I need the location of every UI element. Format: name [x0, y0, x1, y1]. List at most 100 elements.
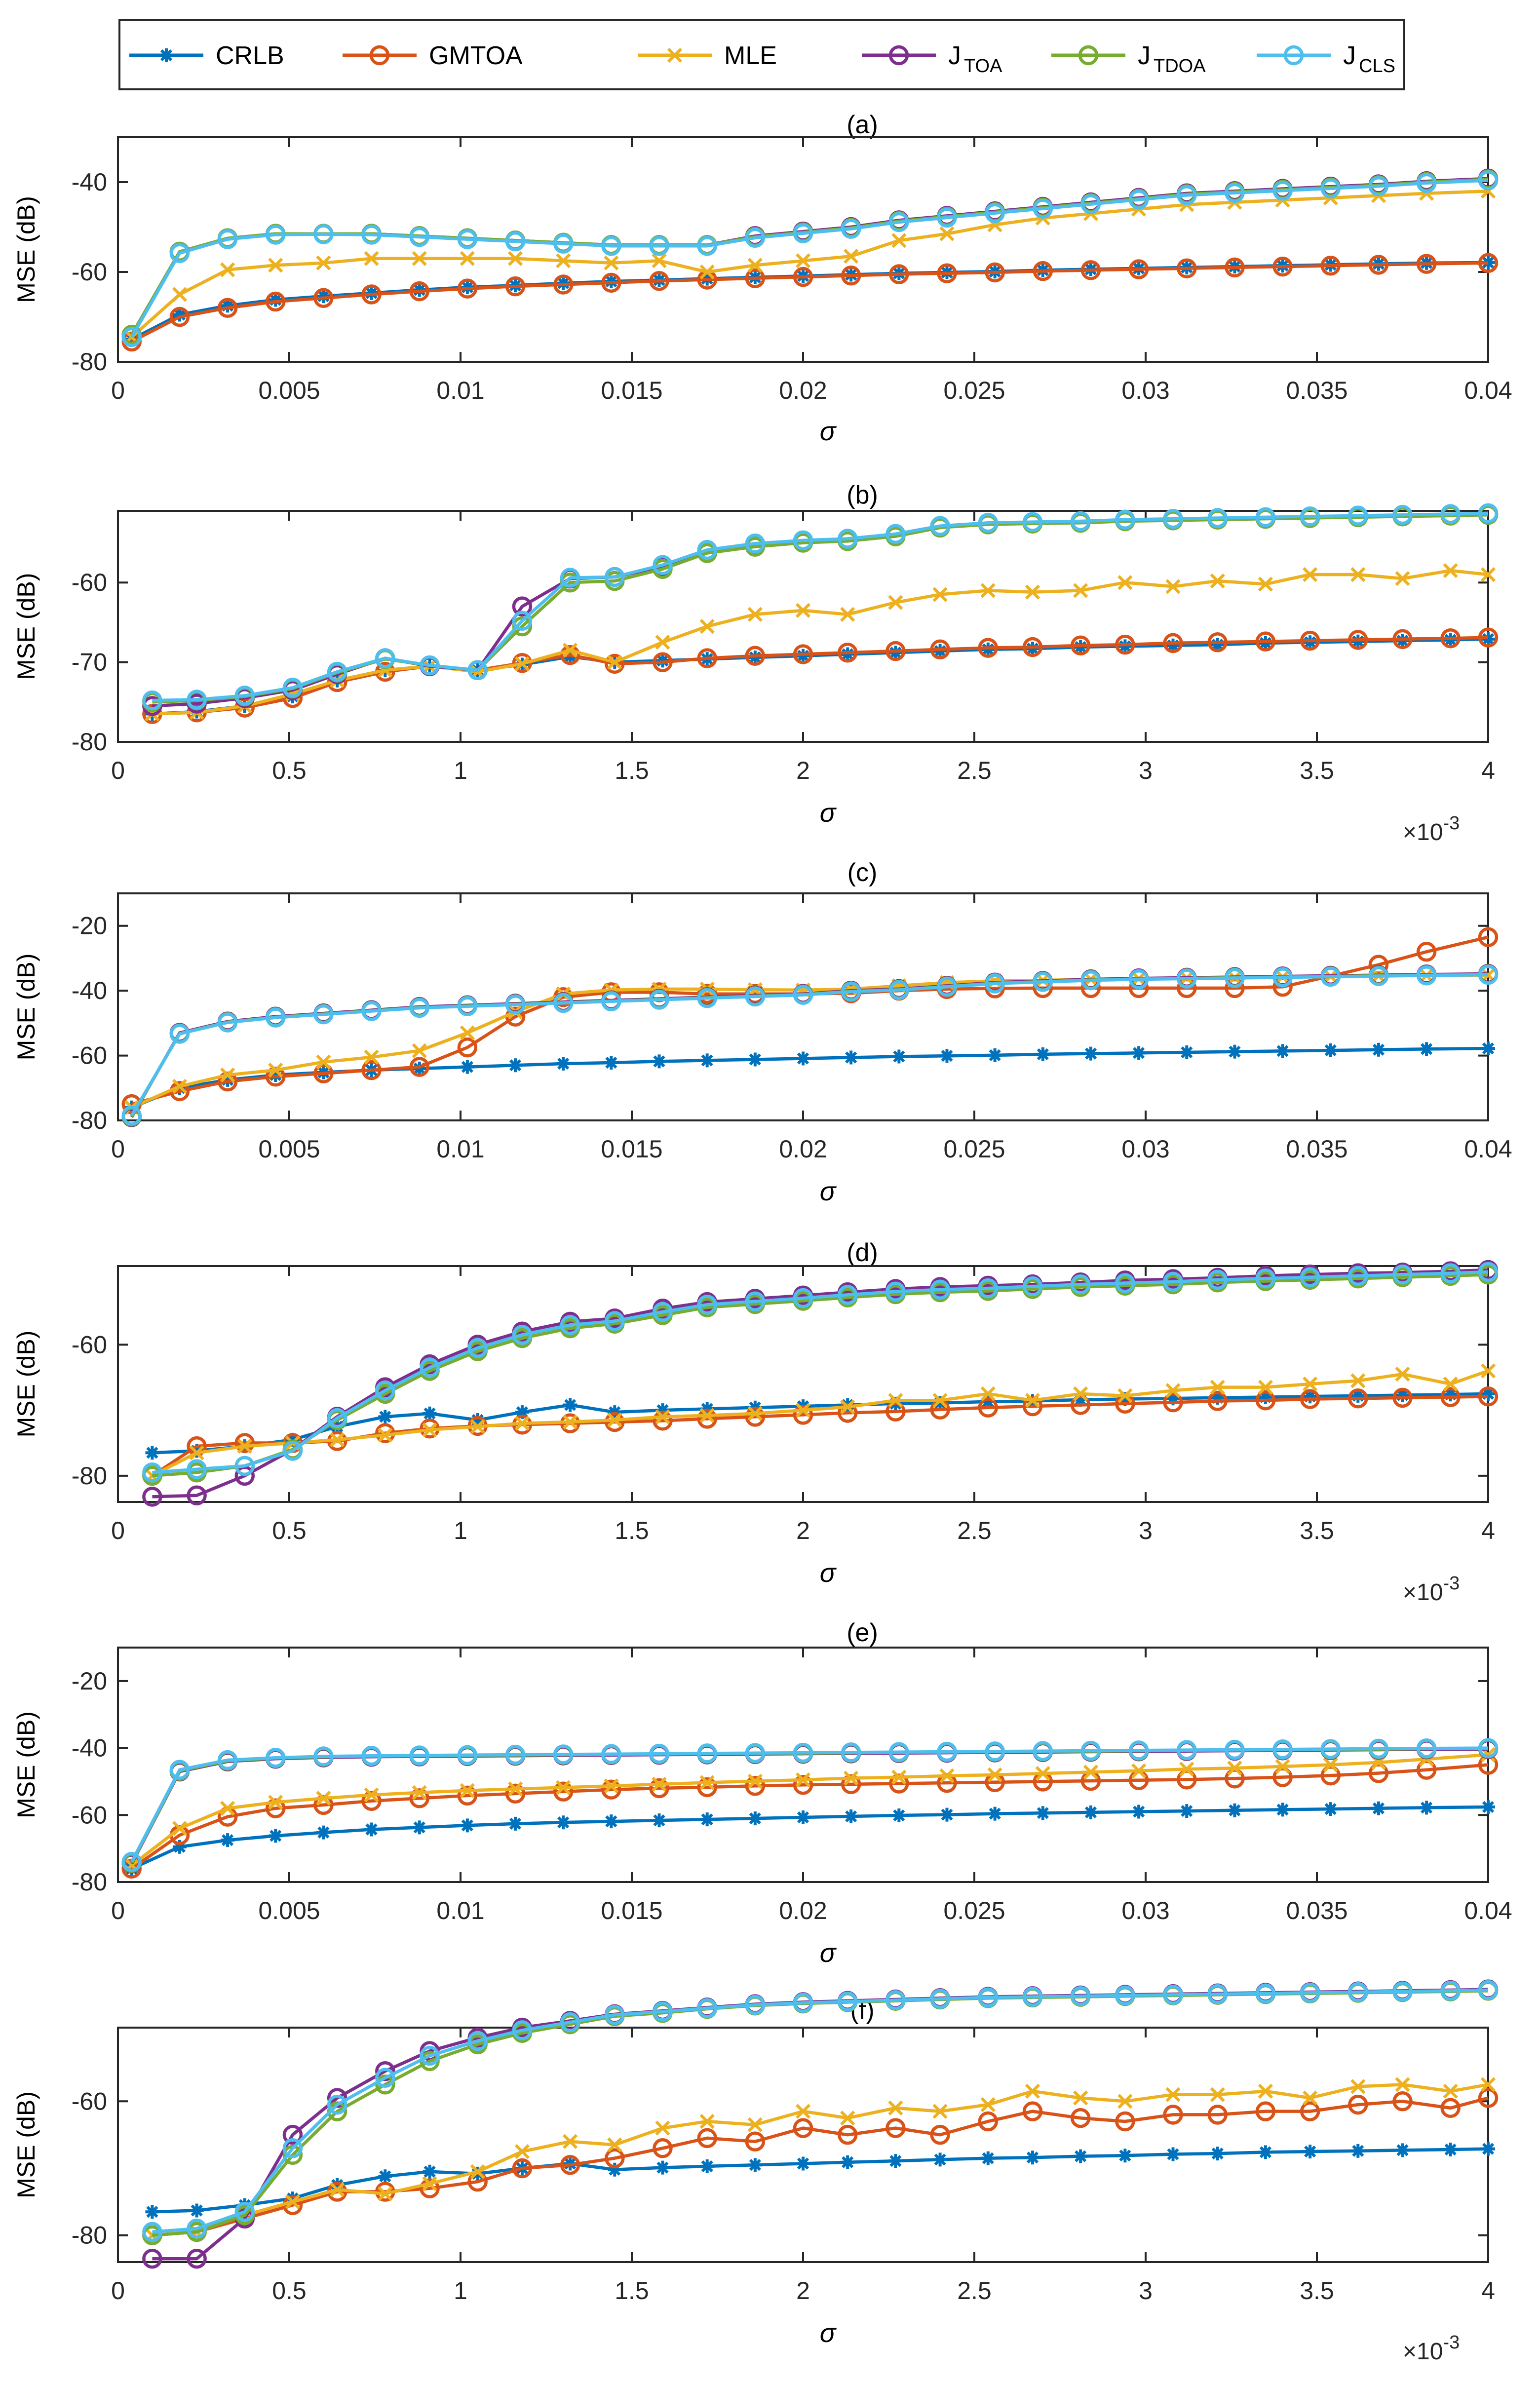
panel-c-x-tick-label: 0.025 — [943, 1135, 1005, 1163]
panel-c-point-crlb — [1083, 1046, 1098, 1061]
panel-c: (c) 0 0.005 0.01 0.015 0.02 0.025 0.03 0.035 0.04… — [12, 858, 1512, 1206]
panel-f-point-jcls — [1163, 1985, 1183, 2005]
panel-f-y-label: MSE (dB) — [12, 2091, 40, 2198]
panel-f-point-crlb — [423, 2164, 437, 2179]
panel-d-title: (d) — [847, 1238, 878, 1267]
panel-d-point-crlb — [145, 1446, 159, 1460]
panel-e-point-crlb — [1036, 1806, 1050, 1820]
panel-e-x-tick-label: 0.025 — [943, 1897, 1005, 1924]
panel-b-point-jcls — [1022, 512, 1043, 532]
panel-b-point-gmtoa — [1348, 630, 1368, 650]
panel-d-y-label: MSE (dB) — [12, 1331, 40, 1438]
panel-d-point-jcls — [327, 1408, 347, 1428]
panel-b-point-jcls — [420, 655, 440, 676]
panel-c-point-jcls — [937, 977, 957, 997]
panel-d-point-jcls — [1255, 1268, 1276, 1289]
panel-b-point-jcls — [886, 524, 906, 544]
panel-a-point-crlb — [269, 293, 283, 307]
panel-e-point-jcls — [409, 1745, 429, 1766]
legend-entry-jtdoa: J TDOA — [1051, 41, 1206, 77]
panel-b-point-jtdoa — [512, 616, 533, 637]
panel-a-point-jcls — [1177, 185, 1197, 205]
panel-c-title: (c) — [847, 858, 878, 887]
panel-a-point-mle — [507, 251, 523, 266]
panel-e-point-jcls — [745, 1743, 766, 1763]
panel-a-x-tick-label: 0.03 — [1121, 377, 1169, 404]
panel-d-y-ticks: -80 -60 — [72, 1331, 1488, 1490]
panel-e-point-gmtoa — [409, 1788, 429, 1808]
panel-f-series-crlb — [145, 2142, 1495, 2219]
panel-f-point-crlb — [1351, 2144, 1365, 2158]
panel-d-point-mle — [607, 1412, 622, 1428]
panel-e-point-jcls — [937, 1741, 957, 1762]
panel-e-point-gmtoa — [1416, 1760, 1437, 1780]
panel-d-point-gmtoa — [605, 1412, 625, 1432]
panel-a-point-mle — [268, 258, 283, 273]
panel-c-y-tick-label: -40 — [72, 977, 107, 1004]
panel-d-x-tick-label: 1 — [454, 1517, 467, 1544]
legend-marker-jcls — [1283, 45, 1304, 66]
panel-b-point-crlb — [1351, 634, 1365, 649]
panel-f-point-jtoa — [142, 2248, 162, 2269]
panel-b-y-label: MSE (dB) — [12, 573, 40, 680]
panel-d-point-gmtoa — [1440, 1387, 1461, 1407]
panel-d-point-gmtoa — [1255, 1390, 1276, 1411]
panel-d-point-mle — [189, 1445, 204, 1460]
panel-e-point-gmtoa — [265, 1798, 286, 1818]
panel-f-y-ticks: -80 -60 — [72, 2087, 1488, 2249]
panel-c-point-jcls — [553, 993, 574, 1013]
panel-e-point-crlb — [124, 1861, 139, 1876]
panel-e-point-jcls — [1416, 1738, 1437, 1759]
panel-d-x-ticks: 0 0.5 1 1.5 2 2.5 3 3.5 4 — [111, 1266, 1495, 1544]
panel-a-point-crlb — [221, 299, 235, 313]
panel-f-point-jcls — [697, 1998, 717, 2018]
panel-c-point-jcls — [745, 986, 766, 1007]
panel-c-point-crlb — [1323, 1043, 1338, 1058]
panel-f-point-jcls — [512, 2020, 533, 2040]
legend-box — [118, 19, 1405, 90]
panel-b-point-gmtoa — [1478, 627, 1499, 648]
panel-e-point-crlb — [1180, 1804, 1194, 1818]
panel-d-point-mle — [1117, 1388, 1133, 1404]
panel-a-point-gmtoa — [1080, 260, 1101, 280]
panel-e-point-mle — [795, 1772, 811, 1788]
panel-f-point-jcls — [1348, 1982, 1368, 2002]
panel-a-point-gmtoa — [361, 284, 382, 305]
panel-f-point-jcls — [793, 1993, 813, 2013]
panel-f-point-crlb — [285, 2191, 300, 2206]
panel-f-point-crlb — [1025, 2151, 1040, 2165]
panel-a-point-jcls — [217, 229, 238, 249]
panel-e-x-tick-label: 0.04 — [1464, 1897, 1512, 1924]
panel-f-x-tick-label: 3 — [1139, 2277, 1153, 2305]
panel-f-point-crlb — [145, 2205, 159, 2219]
panel-e-point-mle — [1275, 1759, 1290, 1774]
legend-marker-gmtoa — [369, 45, 390, 66]
panel-d-point-gmtoa — [1300, 1389, 1320, 1409]
panel-e-point-crlb — [940, 1807, 954, 1822]
panel-a-point-mle — [556, 253, 571, 269]
panel-b-point-jcls — [1478, 503, 1499, 524]
panel-d-point-gmtoa — [837, 1403, 858, 1423]
panel-d-point-mle — [888, 1393, 903, 1408]
panel-f-point-crlb — [748, 2158, 762, 2172]
panel-d-point-mle — [980, 1386, 996, 1402]
panel-a-point-gmtoa — [745, 268, 766, 288]
panel-b-point-gmtoa — [745, 646, 766, 666]
panel-a-point-gmtoa — [553, 274, 574, 295]
panel-d-x-tick-label: 0.5 — [272, 1517, 307, 1544]
panel-e-x-label: σ — [820, 1938, 837, 1968]
panel-e-point-jcls — [505, 1744, 526, 1765]
panel-e-point-jcls — [1080, 1740, 1101, 1761]
panel-d-point-gmtoa — [697, 1409, 717, 1429]
panel-b-point-mle — [607, 654, 622, 670]
panel-e-y-tick-label: -40 — [72, 1734, 107, 1762]
panel-f-x-tick-label: 2.5 — [957, 2277, 992, 2305]
panel-d-point-gmtoa — [886, 1401, 906, 1422]
panel-a-y-tick-label: -60 — [72, 258, 107, 286]
panel-d-point-jcls — [793, 1288, 813, 1308]
panel-b-x-tick-label: 3.5 — [1300, 757, 1334, 784]
panel-d-point-crlb — [563, 1398, 578, 1412]
panel-a-point-jcls — [409, 227, 429, 247]
panel-b-point-gmtoa — [1207, 632, 1228, 653]
